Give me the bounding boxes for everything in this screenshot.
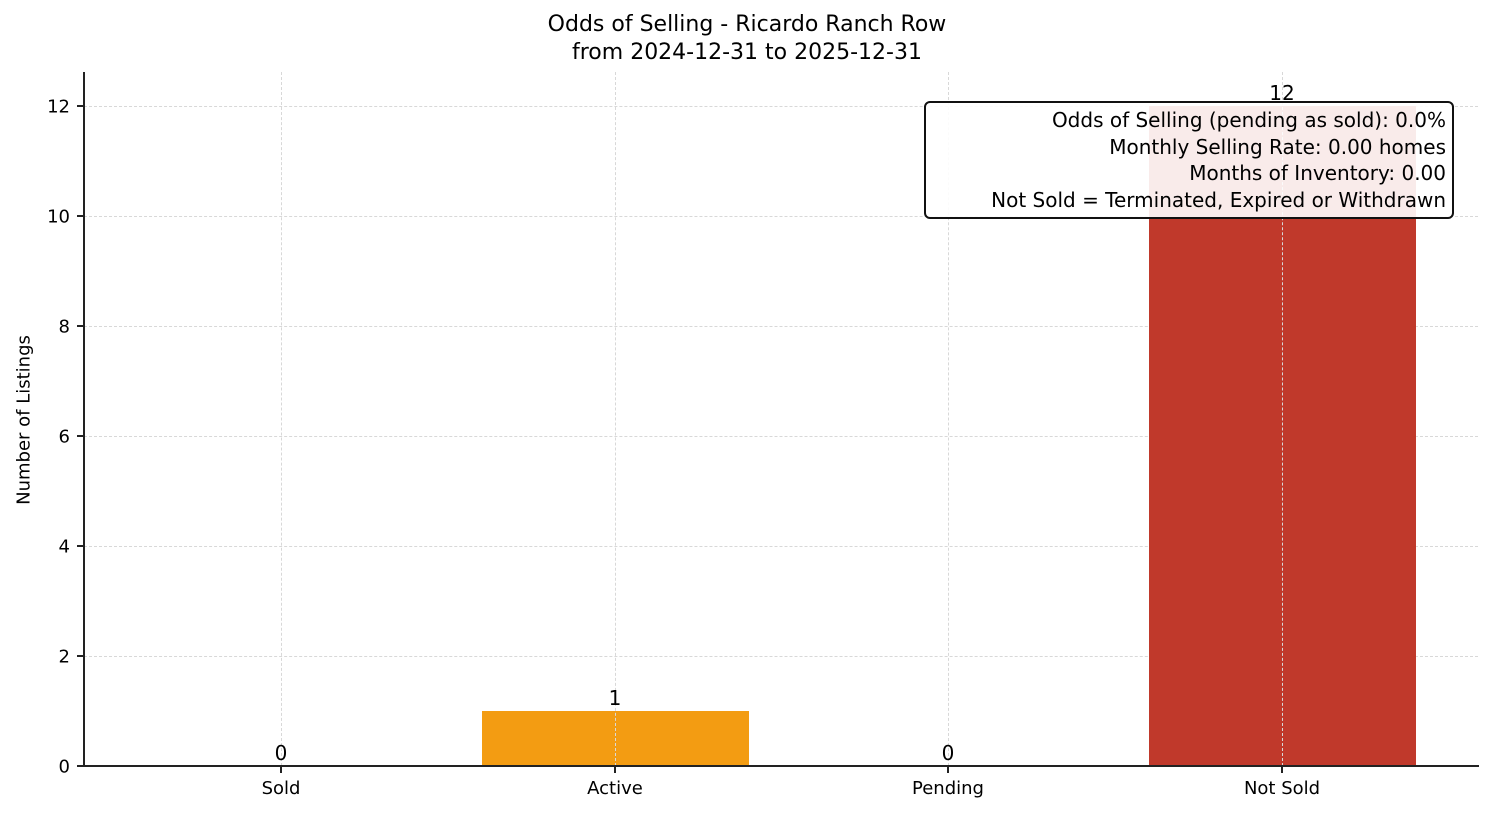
gridline — [84, 656, 1478, 657]
x-axis — [83, 765, 1479, 767]
y-tick-label: 0 — [58, 756, 70, 778]
y-tick — [77, 325, 83, 327]
y-tick-label: 4 — [58, 536, 70, 558]
x-tick-label-active: Active — [587, 778, 643, 799]
bar-value-label: 0 — [941, 741, 955, 765]
gridline — [281, 72, 282, 766]
y-tick-label: 2 — [58, 646, 70, 668]
chart-title: Odds of Selling - Ricardo Ranch Row — [547, 12, 947, 37]
y-tick — [77, 545, 83, 547]
y-tick — [77, 765, 83, 767]
x-tick — [614, 767, 616, 773]
gridline — [84, 546, 1478, 547]
x-tick — [947, 767, 949, 773]
not-sold-definition-text: Not Sold = Terminated, Expired or Withdr… — [991, 187, 1446, 212]
bar-value-label: 0 — [274, 741, 288, 765]
gridline — [615, 72, 616, 766]
y-tick-label: 12 — [47, 96, 70, 118]
x-tick-label-sold: Sold — [261, 778, 301, 799]
gridline — [84, 436, 1478, 437]
x-tick-label-not-sold: Not Sold — [1243, 778, 1321, 799]
gridline — [1282, 72, 1283, 766]
x-tick — [280, 767, 282, 773]
monthly-selling-rate-text: Monthly Selling Rate: 0.00 homes — [1109, 134, 1446, 159]
bar-value-label: 1 — [608, 686, 622, 710]
y-tick — [77, 655, 83, 657]
y-tick — [77, 215, 83, 217]
gridline — [948, 72, 949, 766]
stats-annotation-box: Odds of Selling (pending as sold): 0.0% … — [924, 101, 1454, 219]
y-tick-label: 8 — [58, 316, 70, 338]
y-tick-label: 10 — [47, 206, 70, 228]
y-tick — [77, 105, 83, 107]
x-tick-label-pending: Pending — [912, 778, 984, 799]
y-axis-label: Number of Listings — [13, 335, 35, 505]
chart-subtitle: from 2024-12-31 to 2025-12-31 — [572, 40, 922, 65]
x-tick — [1281, 767, 1283, 773]
gridline — [84, 326, 1478, 327]
y-tick — [77, 435, 83, 437]
gridline — [84, 216, 1478, 217]
odds-of-selling-text: Odds of Selling (pending as sold): 0.0% — [1051, 108, 1446, 132]
months-of-inventory-text: Months of Inventory: 0.00 — [1189, 161, 1446, 185]
y-tick-label: 6 — [58, 426, 70, 448]
y-axis — [83, 72, 85, 767]
gridline — [84, 106, 1478, 107]
